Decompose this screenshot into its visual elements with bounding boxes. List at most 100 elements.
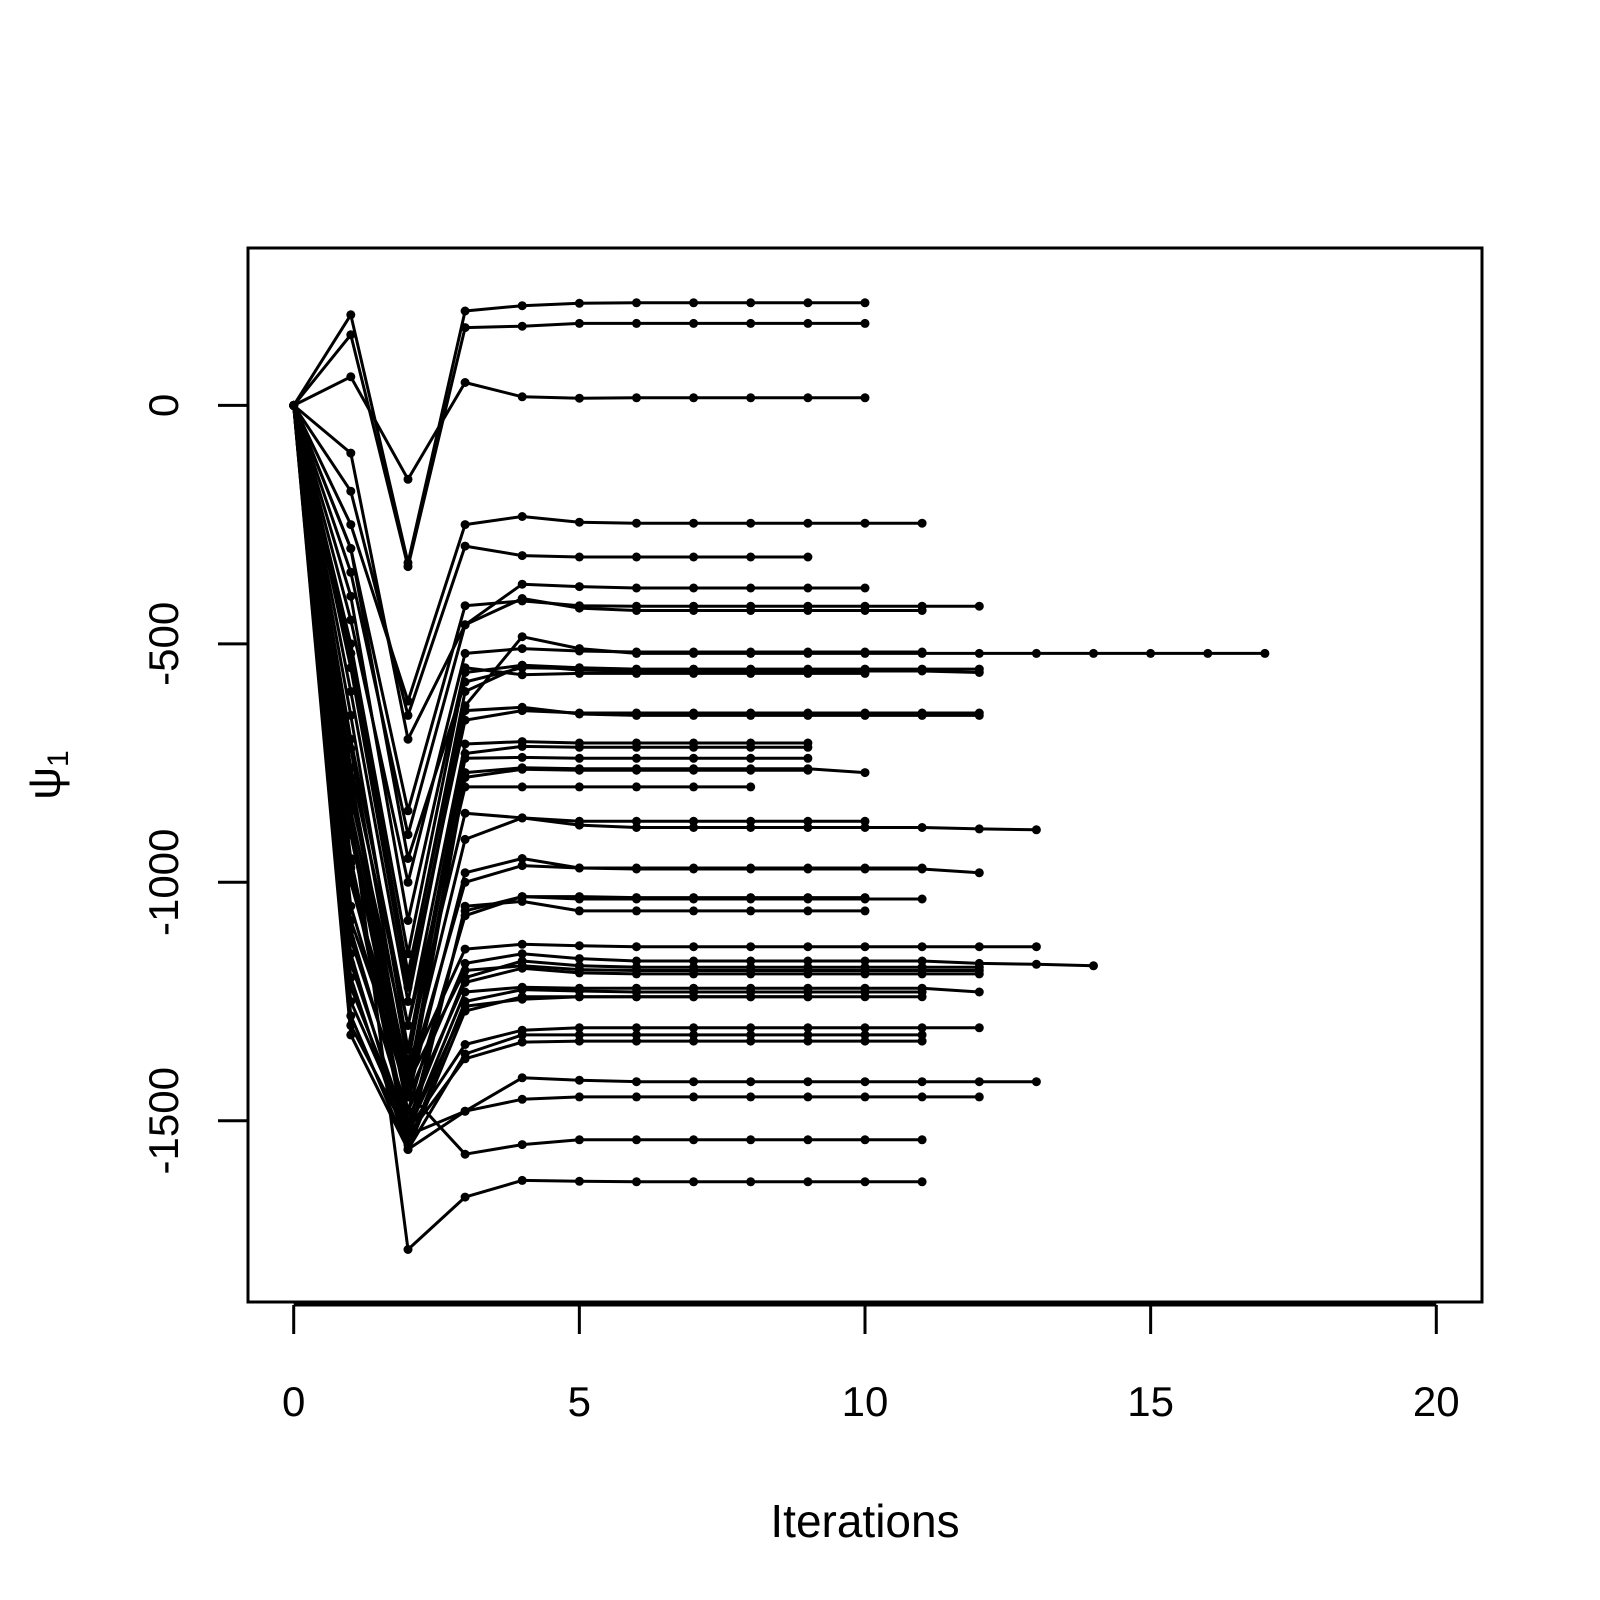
data-point xyxy=(517,982,527,992)
data-point xyxy=(1031,942,1041,952)
data-point xyxy=(974,868,984,878)
x-tick-label: 5 xyxy=(568,1378,591,1425)
data-point xyxy=(746,956,756,966)
data-point xyxy=(803,665,813,675)
data-point xyxy=(632,318,641,328)
data-point xyxy=(632,893,641,903)
data-point xyxy=(574,892,584,902)
data-point xyxy=(460,901,470,911)
data-point xyxy=(1260,648,1270,658)
data-point xyxy=(860,318,870,328)
data-point xyxy=(460,782,470,792)
data-point xyxy=(860,992,870,1002)
data-point xyxy=(689,1092,699,1102)
data-point xyxy=(517,752,527,762)
data-point xyxy=(574,992,584,1002)
data-point xyxy=(917,992,927,1002)
data-point xyxy=(1031,959,1041,969)
data-point xyxy=(803,983,813,993)
series-45 xyxy=(289,400,927,1254)
data-point xyxy=(860,1077,870,1087)
data-point xyxy=(517,782,527,792)
series-line xyxy=(292,404,923,703)
data-point xyxy=(574,646,584,656)
data-point xyxy=(574,941,584,951)
data-point xyxy=(460,520,470,530)
data-point xyxy=(460,663,470,673)
y-axis-title-subscript: 1 xyxy=(42,750,75,767)
data-point xyxy=(746,893,756,903)
data-point xyxy=(746,969,756,979)
data-point xyxy=(517,632,527,642)
data-point xyxy=(403,474,413,484)
data-point xyxy=(746,1023,756,1033)
data-point xyxy=(460,808,470,818)
data-point xyxy=(803,1036,813,1046)
data-point xyxy=(917,518,927,528)
data-point xyxy=(460,966,470,975)
data-point xyxy=(403,806,413,816)
data-point xyxy=(1031,1077,1041,1087)
data-point xyxy=(860,969,870,979)
data-point xyxy=(517,854,527,863)
data-point xyxy=(803,552,813,562)
data-point xyxy=(860,665,870,675)
data-point xyxy=(403,877,413,887)
data-point xyxy=(460,978,470,987)
data-point xyxy=(632,1077,641,1087)
series-34 xyxy=(289,400,984,1116)
series-line xyxy=(292,404,923,860)
data-point xyxy=(917,1092,927,1102)
data-point xyxy=(517,963,527,973)
data-point xyxy=(460,601,470,611)
data-point xyxy=(460,378,470,387)
data-point xyxy=(860,863,870,873)
data-point xyxy=(689,1030,699,1040)
data-point xyxy=(689,956,699,966)
y-tick-label: -1000 xyxy=(140,829,187,936)
data-point xyxy=(346,806,356,816)
x-axis-title: Iterations xyxy=(770,1495,959,1547)
data-point xyxy=(917,1023,927,1033)
data-point xyxy=(1089,961,1098,971)
data-point xyxy=(746,393,756,403)
data-point xyxy=(689,1177,699,1187)
data-point xyxy=(689,983,699,993)
data-point xyxy=(860,906,870,916)
series-22 xyxy=(289,400,756,1030)
data-point xyxy=(460,911,470,921)
data-point xyxy=(632,992,641,1002)
data-point xyxy=(460,753,470,763)
data-point xyxy=(860,823,870,832)
data-point xyxy=(803,742,813,752)
data-point xyxy=(689,816,699,826)
data-point xyxy=(917,863,927,873)
data-point xyxy=(346,372,356,382)
data-point xyxy=(574,318,584,328)
data-point xyxy=(460,987,470,997)
data-point xyxy=(574,1135,584,1145)
data-point xyxy=(860,606,870,615)
data-point xyxy=(803,816,813,826)
data-point xyxy=(860,1092,870,1102)
data-point xyxy=(574,753,584,763)
data-point xyxy=(346,663,356,673)
series-layer xyxy=(289,298,1270,1254)
data-point xyxy=(746,583,756,593)
data-point xyxy=(974,1023,984,1033)
data-point xyxy=(574,708,584,718)
data-point xyxy=(460,323,470,333)
data-point xyxy=(803,647,813,657)
data-point xyxy=(689,606,699,615)
data-point xyxy=(746,1092,756,1102)
data-point xyxy=(403,916,413,925)
data-point xyxy=(574,863,584,873)
series-30 xyxy=(289,400,1041,1078)
data-point xyxy=(974,942,984,952)
data-point xyxy=(689,708,699,718)
data-point xyxy=(346,615,356,625)
data-point xyxy=(517,1175,527,1185)
data-point xyxy=(517,939,527,949)
data-point xyxy=(917,1135,927,1145)
data-point xyxy=(574,517,584,527)
